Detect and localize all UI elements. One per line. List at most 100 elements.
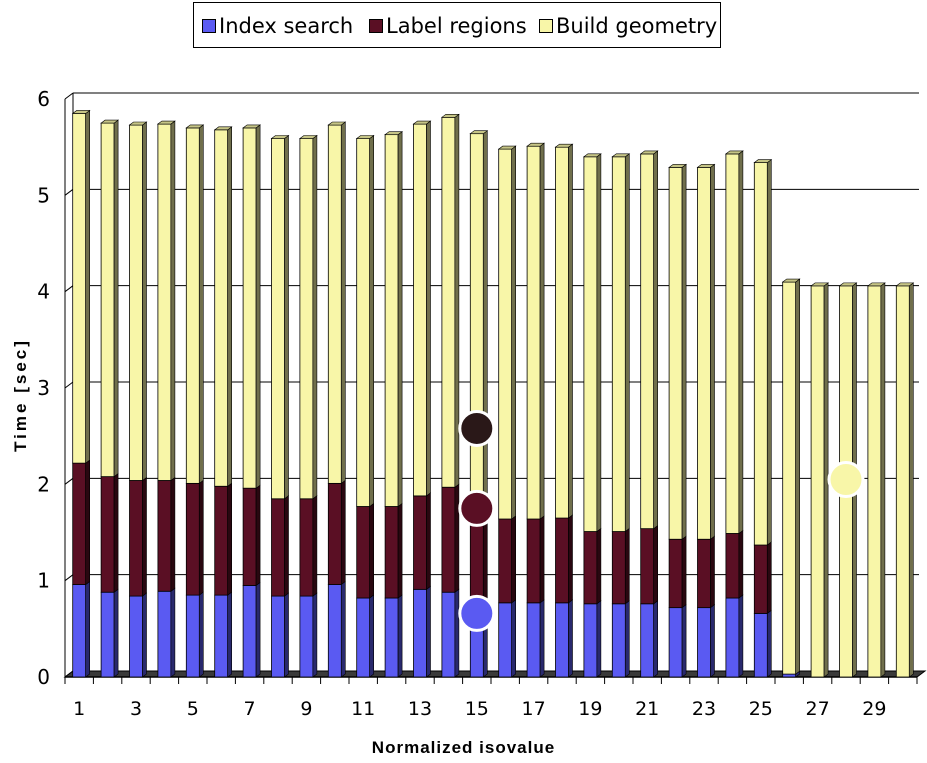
bar-side-1 [653,600,659,678]
bar-top [156,120,176,125]
bar-top [298,135,318,139]
bar-side-1 [568,599,573,678]
bar-side-2 [227,482,232,596]
legend-label: Index search [219,14,354,38]
bar-segment-2 [100,476,115,593]
legend-swatch-index-search [202,19,216,33]
bar-top [384,131,404,135]
bar-side-3 [426,120,431,497]
bar-top [270,135,290,139]
marker-dot-1 [458,409,496,447]
bar-segment-3 [413,123,427,497]
bar-side-3 [795,278,801,675]
bar-side-3 [653,150,659,530]
bar-top [100,119,119,124]
bar-segment-3 [611,156,626,532]
bar-segment-3 [242,127,257,489]
bar-side-3 [624,153,630,533]
bar-segment-3 [526,145,541,520]
bar-segment-1 [356,597,371,678]
bar-segment-3 [867,285,882,678]
bar-side-2 [255,484,261,587]
bar-side-1 [340,580,346,678]
bar-top [696,164,716,168]
marker-dot-3 [458,594,496,632]
bar-segment-3 [441,116,456,488]
bar-top [526,142,545,147]
bar-top [668,164,687,168]
bar-segment-2 [242,487,257,586]
bar-side-3 [908,282,914,678]
bar-side-3 [340,121,346,484]
bar-segment-3 [810,285,825,678]
bar-side-2 [596,527,602,605]
y-tick-label: 1 [37,569,50,593]
bar-segment-2 [668,538,683,609]
bar-segment-2 [753,544,768,614]
bar-segment-2 [555,517,569,604]
bar-top [128,121,148,126]
bar-side-2 [312,495,318,597]
bar-top [213,126,233,131]
bar-segment-1 [498,602,513,678]
bar-side-3 [199,124,204,484]
gridline-side-1 [64,574,74,582]
bar-side-1 [369,594,375,678]
bar-top [611,153,631,158]
bar-segment-3 [299,138,314,500]
bar-side-1 [454,588,460,678]
bar-top [838,282,858,287]
y-axis-title: Time [sec] [11,338,30,452]
bar-top [440,114,460,118]
bar-segment-3 [640,153,655,530]
bar-top [583,153,602,158]
gridline-side-4 [64,285,74,293]
x-tick-label: 21 [635,698,659,720]
bar-side-1 [710,604,715,678]
gridline-side-6 [64,92,74,100]
bar-segment-1 [640,603,655,678]
bar-segment-2 [611,531,626,605]
bar-side-1 [199,591,204,678]
bar-segment-2 [498,518,513,604]
bar-side-3 [596,153,602,533]
bar-side-1 [766,609,772,678]
bar-side-1 [426,585,431,678]
bar-segment-2 [441,486,456,593]
bar-top [554,143,574,148]
bar-segment-1 [611,603,626,678]
y-tick-label: 4 [37,280,50,304]
y-tick-label: 3 [37,376,50,400]
bar-side-3 [539,142,545,520]
x-tick-label: 29 [862,698,886,720]
bar-segment-2 [725,533,740,599]
bar-segment-1 [271,595,285,678]
bar-side-1 [681,604,687,678]
x-tick-label: 3 [130,698,142,720]
bar-top [810,282,829,287]
bar-side-3 [255,124,261,489]
bar-side-1 [227,591,232,678]
bar-side-1 [113,588,119,678]
bar-top [327,121,347,126]
y-tick-label: 5 [37,183,50,207]
x-axis-title: Normalized isovalue [371,738,556,757]
bar-segment-2 [384,506,399,599]
bar-side-1 [624,600,630,678]
bar-side-1 [738,594,744,678]
bar-segment-3 [697,166,711,540]
bar-top [781,278,801,283]
legend-label: Label regions [386,14,527,38]
bar-segment-1 [327,584,342,678]
bar-segment-2 [157,480,172,592]
bar-segment-3 [100,122,115,478]
bar-side-1 [511,599,517,678]
bar-segment-3 [583,156,598,532]
marker-dot-4 [827,461,865,499]
bar-top [71,110,91,114]
bar-segment-2 [214,485,229,596]
bar-side-2 [738,529,744,599]
bar-side-1 [85,580,90,678]
bar-segment-2 [185,482,200,596]
